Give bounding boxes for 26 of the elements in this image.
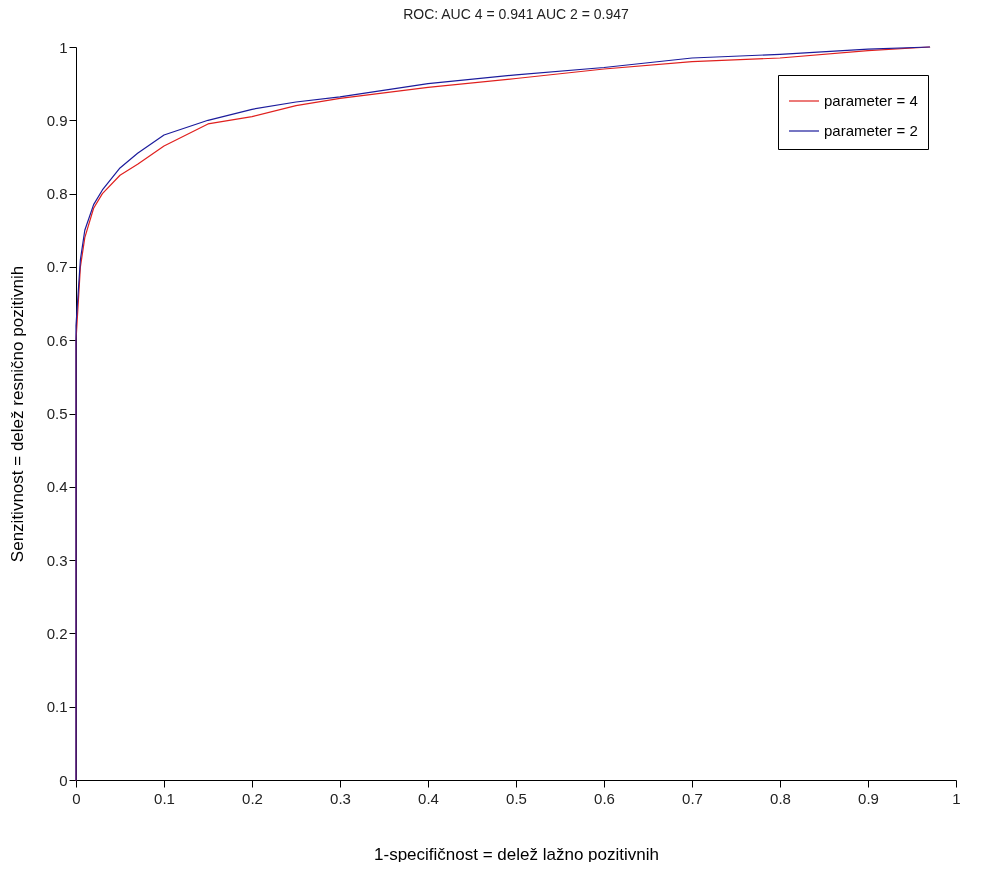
legend-label: parameter = 4 xyxy=(824,92,918,109)
x-tick-label: 0 xyxy=(72,789,81,807)
x-tick-label: 0.4 xyxy=(418,789,439,807)
x-tick-label: 0.3 xyxy=(330,789,351,807)
x-tick-label: 0.7 xyxy=(682,789,703,807)
y-axis-title: Senzitivnost = delež resnično pozitivnih xyxy=(7,265,27,563)
y-tick-label: 1 xyxy=(59,38,68,56)
y-tick-label: 0.4 xyxy=(46,478,68,496)
chart-title: ROC: AUC 4 = 0.941 AUC 2 = 0.947 xyxy=(403,6,630,22)
y-tick-label: 0.7 xyxy=(46,258,68,276)
x-tick-label: 0.2 xyxy=(242,789,263,807)
y-tick-label: 0 xyxy=(59,771,68,789)
y-tick-label: 0.6 xyxy=(46,331,68,349)
y-tick-label: 0.9 xyxy=(46,111,68,129)
y-tick-label: 0.5 xyxy=(46,405,68,422)
y-tick-label: 0.8 xyxy=(46,185,68,203)
y-tick-label: 0.2 xyxy=(46,624,68,642)
x-tick-label: 0.5 xyxy=(506,789,527,807)
x-tick-label: 0.8 xyxy=(770,789,791,807)
y-tick-label: 0.1 xyxy=(46,698,68,716)
x-tick-label: 1 xyxy=(952,789,961,807)
x-tick-label: 0.1 xyxy=(154,789,175,807)
x-tick-label: 0.9 xyxy=(858,789,879,807)
legend-label: parameter = 2 xyxy=(824,122,918,139)
x-tick-label: 0.6 xyxy=(594,789,615,807)
y-tick-label: 0.3 xyxy=(46,551,68,569)
